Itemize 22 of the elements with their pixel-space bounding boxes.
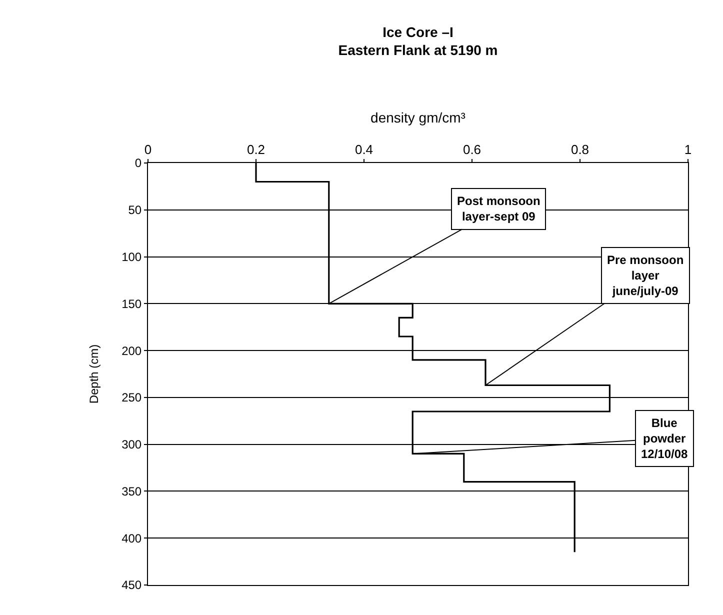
annotation: Blue powder 12/10/08 [641, 416, 688, 462]
y-tick-label: 150 [122, 296, 142, 311]
annotation: Post monsoon layer-sept 09 [457, 194, 540, 224]
y-tick-label: 50 [128, 203, 142, 218]
x-tick-label: 0.2 [246, 142, 266, 157]
y-tick-label: 0 [134, 156, 142, 170]
y-tick-label: 400 [122, 531, 142, 546]
y-tick-label: 300 [122, 438, 142, 452]
chart-title: Ice Core –I Eastern Flank at 5190 m [338, 24, 498, 58]
y-tick-label: 250 [122, 390, 142, 405]
y-tick-label: 200 [122, 344, 142, 358]
x-tick-label: 0 [144, 142, 152, 157]
x-tick-label: 1 [684, 142, 692, 157]
y-tick-label: 450 [122, 578, 142, 592]
annotation: Pre monsoon layer june/july-09 [607, 253, 684, 298]
y-axis-title: Depth (cm) [86, 344, 101, 404]
x-tick-label: 0.4 [354, 142, 374, 157]
y-tick-label: 350 [122, 484, 142, 498]
x-axis-title: density gm/cm³ [370, 109, 466, 126]
x-tick-label: 0.6 [462, 142, 482, 157]
x-tick-label: 0.8 [570, 142, 590, 157]
y-tick-label: 100 [122, 250, 142, 264]
